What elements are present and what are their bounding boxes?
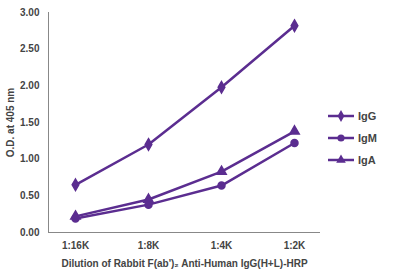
- html-text:IgM: IgM: [358, 132, 377, 144]
- svg-text:O.D. at 405 nm: O.D. at 405 nm: [5, 88, 16, 158]
- svg-text:1:2K: 1:2K: [284, 240, 306, 251]
- svg-text:1:8K: 1:8K: [138, 240, 160, 251]
- svg-text:0.00: 0.00: [20, 227, 40, 238]
- svg-text:3.00: 3.00: [20, 7, 40, 18]
- svg-text:1.50: 1.50: [20, 117, 40, 128]
- svg-text:1.00: 1.00: [20, 153, 40, 164]
- svg-text:0.50: 0.50: [20, 190, 40, 201]
- svg-text:2.00: 2.00: [20, 80, 40, 91]
- html-text:IgG: IgG: [358, 110, 377, 122]
- html-text:IgA: IgA: [358, 154, 376, 166]
- svg-text:1:4K: 1:4K: [211, 240, 233, 251]
- svg-text:1:16K: 1:16K: [62, 240, 90, 251]
- svg-text:Dilution of Rabbit F(ab')₂ Ant: Dilution of Rabbit F(ab')₂ Anti-Human Ig…: [61, 258, 307, 269]
- svg-text:2.50: 2.50: [20, 43, 40, 54]
